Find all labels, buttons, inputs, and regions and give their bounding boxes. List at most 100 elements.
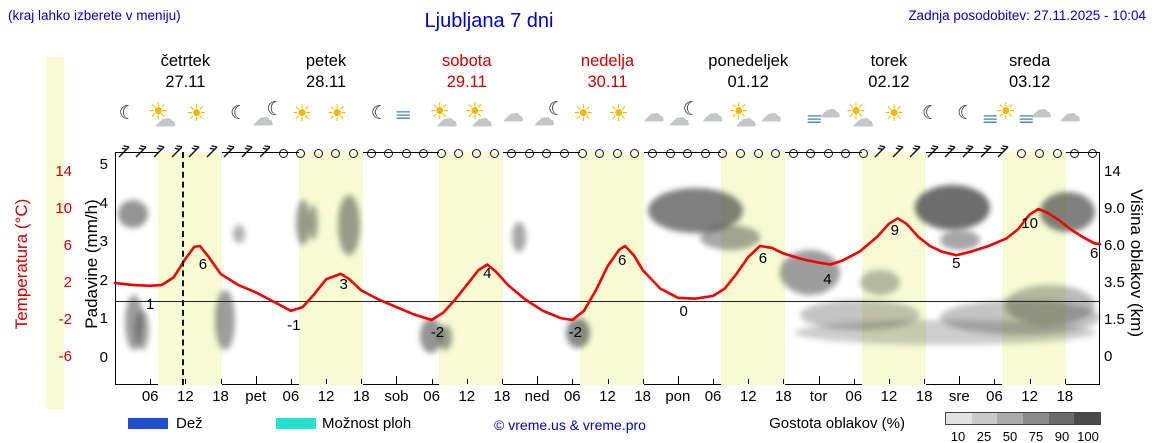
- calm-circle-icon: [296, 149, 306, 158]
- temperature-value-label: 4: [483, 264, 492, 282]
- day-date: 01.12: [727, 73, 769, 91]
- cloud-icon: ☁: [1059, 103, 1081, 126]
- wind-barb-icon: [151, 144, 167, 160]
- copyright-link[interactable]: © vreme.us & vreme.pro: [494, 417, 646, 433]
- calm-circle-icon: [718, 149, 728, 158]
- wind-barb-icon: [257, 144, 273, 160]
- temperature-value-label: 4: [823, 270, 832, 288]
- daylight-band: [861, 152, 926, 385]
- precip-tick-label: 0: [99, 349, 108, 366]
- precip-tick-label: 4: [99, 195, 108, 212]
- wind-barb-icon: [221, 144, 237, 160]
- cloud-icon: ☁: [1030, 99, 1052, 122]
- daylight-band: [720, 152, 785, 385]
- weather-icon-cloud: ☁: [639, 100, 673, 136]
- axis-tick: [959, 376, 961, 384]
- axis-tick: [396, 376, 398, 384]
- cloud-blob: [915, 185, 990, 230]
- cloud-blob: [860, 270, 900, 295]
- density-tick-label: 75: [1028, 429, 1044, 443]
- weather-icon-cloud: ☁: [499, 100, 533, 136]
- x-axis-label: 06: [986, 388, 1003, 405]
- x-axis-label: 18: [352, 388, 370, 405]
- calm-circle-icon: [806, 149, 816, 158]
- sun-icon: ☀: [186, 100, 207, 126]
- calm-circle-icon: [489, 149, 499, 158]
- calm-circle-icon: [841, 149, 851, 158]
- axis-tick: [361, 379, 363, 384]
- sun-icon: ☀: [845, 98, 867, 124]
- moon-icon: ☾: [266, 99, 284, 120]
- wind-barb-icon: [978, 144, 994, 160]
- sun-icon: ☀: [573, 100, 594, 126]
- daylight-band: [158, 152, 222, 385]
- x-axis-label: 18: [915, 388, 933, 405]
- current-time-dashed-line: [182, 152, 184, 385]
- day-date: 02.12: [868, 73, 910, 91]
- weather-icon-sun-cloud: ☀ ☁: [428, 100, 462, 136]
- sun-icon: ☀: [883, 100, 905, 126]
- calm-circle-icon: [1087, 149, 1097, 158]
- moon-icon: ☾: [230, 103, 248, 124]
- axis-tick: [642, 379, 644, 384]
- calm-circle-icon: [1017, 149, 1027, 158]
- x-axis-label: 06: [704, 388, 722, 405]
- cloud-icon: ☁: [154, 108, 176, 131]
- calm-circle-icon: [735, 149, 745, 158]
- cloud-height-tick-label: 14: [1104, 163, 1121, 180]
- cloud-icon: ☁: [436, 108, 458, 131]
- axis-tick: [994, 379, 996, 384]
- precip-tick-label: 2: [99, 272, 108, 289]
- temperature-value-label: 10: [1021, 215, 1038, 232]
- calm-circle-icon: [700, 149, 710, 158]
- density-tick-label: 25: [976, 429, 992, 443]
- cloud-icon: ☁: [471, 108, 493, 131]
- showers-legend-swatch: [276, 418, 316, 429]
- x-axis-label: 06: [423, 388, 440, 405]
- daylight-band: [580, 152, 645, 385]
- axis-tick: [1029, 379, 1031, 384]
- showers-legend-label: Možnost ploh: [322, 415, 412, 432]
- axis-tick: [572, 379, 574, 384]
- x-axis-label: 12: [317, 388, 335, 405]
- x-axis-label: 06: [141, 388, 159, 405]
- cloud-icon: ☁: [702, 103, 724, 126]
- temperature-value-label: 3: [339, 275, 348, 293]
- moon-icon: ☾: [547, 99, 565, 120]
- fog-icon: ≡: [395, 105, 412, 125]
- cloud-blob: [700, 225, 760, 250]
- wind-barb-icon: [925, 144, 941, 160]
- weather-icon-cloud: ☁: [698, 100, 732, 136]
- x-axis-label: 12: [1021, 388, 1038, 405]
- sun-icon: ☀: [147, 98, 169, 124]
- calm-circle-icon: [313, 149, 323, 158]
- moon-icon: ☾: [921, 103, 940, 124]
- axis-tick: [924, 379, 926, 384]
- cloud-height-tick-label: 0: [1104, 348, 1113, 365]
- density-segment: [1023, 413, 1049, 424]
- daylight-band: [439, 152, 504, 385]
- axis-tick: [853, 379, 855, 384]
- calm-circle-icon: [595, 149, 605, 158]
- wind-barb-icon: [942, 144, 958, 160]
- day-date: 30.11: [587, 73, 628, 91]
- axis-tick: [783, 379, 785, 384]
- cloud-blob: [438, 325, 452, 350]
- axis-tick: [1064, 379, 1066, 384]
- calm-circle-icon: [348, 149, 358, 158]
- axis-tick: [220, 379, 222, 384]
- axis-tick: [677, 376, 679, 384]
- density-tick-label: 90: [1054, 429, 1070, 443]
- density-segment: [997, 413, 1024, 424]
- weather-icon-moon: ☾: [364, 100, 398, 136]
- wind-barb-icon: [116, 144, 132, 160]
- weather-icon-sun: ☀: [569, 100, 603, 136]
- sun-icon: ☀: [326, 100, 348, 126]
- cloud-height-tick-label: 9.0: [1104, 200, 1125, 217]
- x-axis-label: sob: [384, 388, 409, 405]
- axis-tick: [255, 376, 257, 384]
- x-axis-label: sre: [948, 388, 970, 405]
- axis-tick: [326, 379, 328, 384]
- precip-tick-label: 1: [99, 310, 108, 327]
